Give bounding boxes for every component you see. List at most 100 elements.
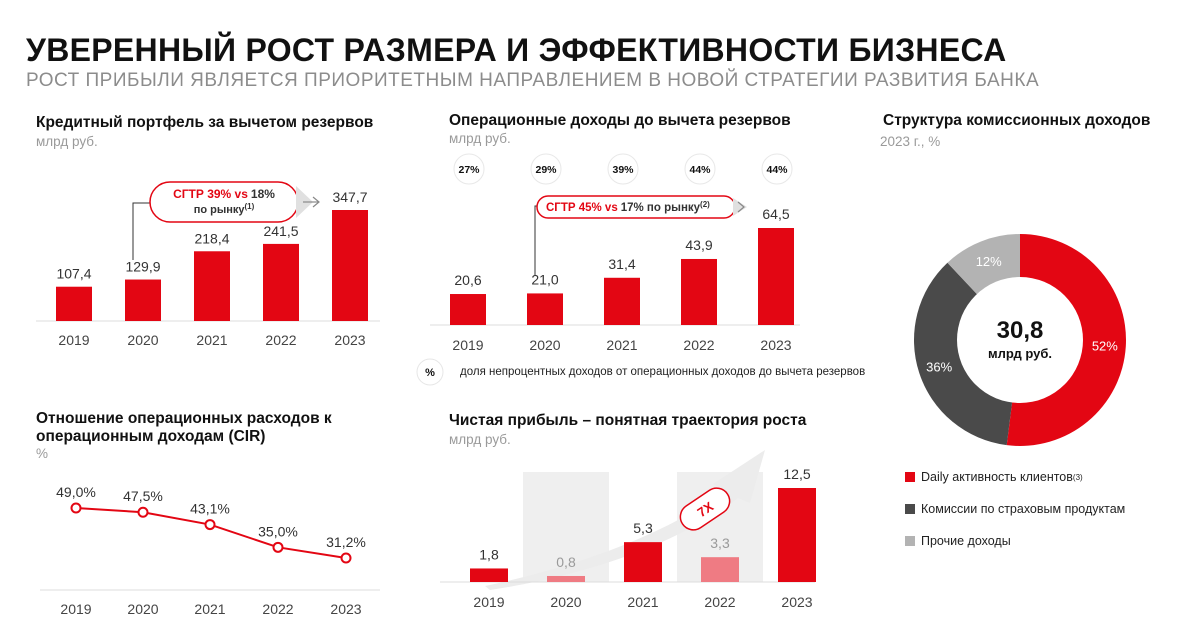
fees-slice-label: 36% xyxy=(926,359,952,374)
opinc-cagr-sup: (2) xyxy=(700,200,710,209)
loan-bar-label: 347,7 xyxy=(332,189,367,205)
profit-chart-title: Чистая прибыль – понятная траектория рос… xyxy=(449,412,806,430)
loan-x-tick: 2023 xyxy=(334,332,365,348)
profit-x-tick: 2021 xyxy=(627,594,658,610)
loan-bar xyxy=(194,251,230,321)
cir-chart-unit: % xyxy=(36,446,48,461)
opinc-share-label: 39% xyxy=(612,164,634,176)
opinc-cagr-red-text: CГТР 45% vs xyxy=(546,202,618,214)
loan-bar-label: 107,4 xyxy=(56,266,91,282)
opinc-bar xyxy=(604,278,640,325)
opinc-bar-label: 20,6 xyxy=(454,272,481,288)
profit-bar-label: 12,5 xyxy=(783,466,810,482)
profit-chart: 7X 1,8 2019 0,8 2020 5,3 2021 3,3 2022 12,5 2023 xyxy=(420,440,820,620)
loan-bar xyxy=(125,280,161,321)
opinc-cagr-market-text: 17% по рынку xyxy=(621,202,701,214)
legend-swatch-daily xyxy=(905,472,915,482)
opinc-legend-badge: % xyxy=(413,357,447,387)
fees-legend: Daily активность клиентов (3) Комиссии по… xyxy=(905,461,1125,557)
legend-swatch-insurance xyxy=(905,504,915,514)
fees-legend-item: Комиссии по страховым продуктам xyxy=(905,493,1125,525)
cir-point xyxy=(342,554,351,563)
loan-bar xyxy=(332,210,368,321)
loan-x-tick: 2020 xyxy=(127,332,158,348)
opinc-bar-label: 43,9 xyxy=(685,237,712,253)
profit-bar xyxy=(778,488,816,582)
opinc-bar xyxy=(527,293,563,325)
fees-chart-unit: 2023 г., % xyxy=(880,134,940,149)
opinc-x-tick: 2020 xyxy=(529,337,560,353)
legend-swatch-other xyxy=(905,536,915,546)
profit-x-tick: 2022 xyxy=(704,594,735,610)
svg-text:CГТР 39% vs18%: CГТР 39% vs 18% xyxy=(173,187,275,201)
profit-bar-label: 1,8 xyxy=(479,546,499,562)
fees-legend-label: Комиссии по страховым продуктам xyxy=(921,502,1125,516)
cir-point-label: 43,1% xyxy=(190,501,230,517)
cir-x-tick: 2019 xyxy=(60,601,91,617)
profit-bar xyxy=(547,576,585,582)
cir-point-label: 47,5% xyxy=(123,488,163,504)
opinc-x-tick: 2021 xyxy=(606,337,637,353)
loan-cagr-market-text: 18% xyxy=(251,187,275,201)
page-subtitle: РОСТ ПРИБЫЛИ ЯВЛЯЕТСЯ ПРИОРИТЕТНЫМ НАПРА… xyxy=(26,70,1039,92)
cir-point xyxy=(274,543,283,552)
profit-bar xyxy=(470,568,508,582)
cir-point xyxy=(206,520,215,529)
profit-x-tick: 2020 xyxy=(550,594,581,610)
page-title: УВЕРЕННЫЙ РОСТ РАЗМЕРА И ЭФФЕКТИВНОСТИ Б… xyxy=(26,32,1007,69)
profit-bar-label: 3,3 xyxy=(710,535,730,551)
fees-center-value: 30,8 xyxy=(997,317,1044,344)
loan-bar-label: 129,9 xyxy=(125,259,160,275)
loan-cagr-line2: по рынку xyxy=(194,204,246,216)
loan-x-tick: 2019 xyxy=(58,332,89,348)
opinc-legend-symbol: % xyxy=(425,367,435,379)
opinc-share-label: 44% xyxy=(766,164,788,176)
cir-x-tick: 2023 xyxy=(330,601,361,617)
opinc-bar xyxy=(681,259,717,325)
opinc-x-tick: 2019 xyxy=(452,337,483,353)
profit-bar xyxy=(701,557,739,582)
opinc-chart: 27% 29% 39% 44% 44% CГТР 45% vs 17% по рынку(… xyxy=(420,145,820,360)
opinc-bar xyxy=(758,228,794,325)
loan-bar xyxy=(263,244,299,321)
loan-x-tick: 2021 xyxy=(196,332,227,348)
cir-point-label: 35,0% xyxy=(258,523,298,539)
cir-point-label: 49,0% xyxy=(56,484,96,500)
cir-chart-title-line2: операционным доходам (CIR) xyxy=(36,428,265,446)
opinc-x-tick: 2023 xyxy=(760,337,791,353)
fees-donut-chart: 52%36%12% 30,8 млрд руб. xyxy=(900,220,1140,460)
cir-x-tick: 2022 xyxy=(262,601,293,617)
loan-cagr-sup: (1) xyxy=(245,202,255,211)
cir-point xyxy=(72,504,81,513)
fees-legend-label: Прочие доходы xyxy=(921,534,1011,548)
loan-chart-unit: млрд руб. xyxy=(36,134,98,149)
profit-bar-label: 5,3 xyxy=(633,520,653,536)
loan-chart-title: Кредитный портфель за вычетом резервов xyxy=(36,114,373,132)
opinc-bar-label: 31,4 xyxy=(608,256,635,272)
opinc-bar xyxy=(450,294,486,325)
loan-bar-label: 218,4 xyxy=(194,230,229,246)
fees-slice-label: 12% xyxy=(976,254,1002,269)
opinc-x-tick: 2022 xyxy=(683,337,714,353)
cir-chart-title-line1: Отношение операционных расходов к xyxy=(36,410,332,428)
opinc-legend-text: доля непроцентных доходов от операционны… xyxy=(460,366,865,378)
fees-legend-sup: (3) xyxy=(1073,473,1083,482)
opinc-share-label: 27% xyxy=(458,164,480,176)
profit-bar-label: 0,8 xyxy=(556,554,576,570)
loan-bar-label: 241,5 xyxy=(263,223,298,239)
loan-bar xyxy=(56,287,92,321)
loan-x-tick: 2022 xyxy=(265,332,296,348)
fees-chart-title: Структура комиссионных доходов xyxy=(883,112,1150,130)
profit-x-tick: 2019 xyxy=(473,594,504,610)
opinc-chart-title: Операционные доходы до вычета резервов xyxy=(449,112,791,130)
cir-x-tick: 2021 xyxy=(194,601,225,617)
opinc-share-label: 29% xyxy=(535,164,557,176)
fees-legend-item: Прочие доходы xyxy=(905,525,1125,557)
opinc-share-label: 44% xyxy=(689,164,711,176)
cir-point-label: 31,2% xyxy=(326,534,366,550)
cir-x-tick: 2020 xyxy=(127,601,158,617)
loan-chart: CГТР 39% vs 18% по рынку(1) 107,4 2019 129,… xyxy=(0,150,400,360)
cir-chart: 49,0% 2019 47,5% 2020 43,1% 2021 35,0% 2022 31,2… xyxy=(0,470,400,620)
opinc-bar-label: 21,0 xyxy=(531,271,558,287)
